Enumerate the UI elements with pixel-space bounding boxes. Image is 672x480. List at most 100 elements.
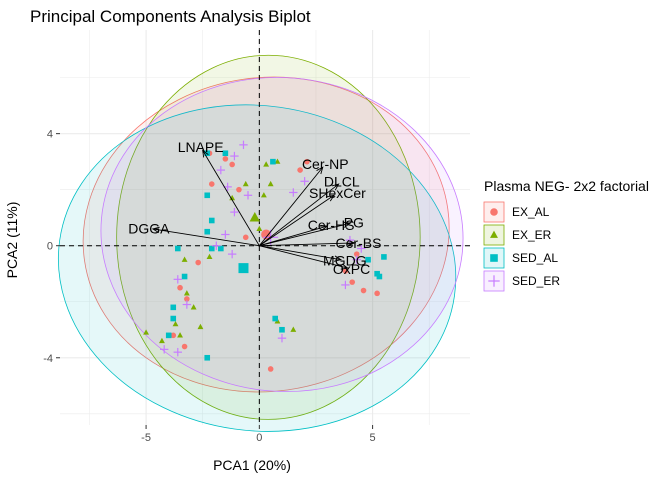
- data-point-sed-al: [165, 332, 172, 339]
- loading-arrowhead-lnape: [202, 149, 209, 158]
- legend-item-sed-al: SED_AL: [483, 247, 558, 269]
- confidence-ellipse-sed-al: [57, 104, 457, 432]
- loading-arrowhead-mgdg: [333, 255, 343, 262]
- x-axis-title: PCA1 (20%): [213, 457, 291, 473]
- data-point-sed-al: [272, 315, 278, 322]
- data-point-sed-al: [181, 273, 188, 280]
- loading-label-mgdg: MGDG: [323, 252, 367, 268]
- data-point-sed-er: [239, 140, 248, 150]
- centroid-sed-al: [238, 263, 249, 274]
- loading-label-shexcer: SHexCer: [309, 185, 366, 201]
- x-tick-label: 0: [256, 432, 262, 444]
- confidence-ellipse-sed-er: [100, 77, 464, 392]
- data-point-sed-al: [365, 256, 371, 263]
- loading-label-cer-np: Cer-NP: [302, 156, 349, 172]
- data-point-ex-al: [236, 186, 242, 193]
- data-point-sed-al: [279, 326, 285, 333]
- data-point-sed-er: [243, 191, 253, 200]
- data-point-sed-er: [159, 345, 169, 354]
- y-axis-title: PCA2 (11%): [4, 202, 20, 279]
- loading-arrow-oxpc: [259, 245, 348, 269]
- loading-arrowhead-shexcer: [327, 194, 336, 202]
- legend-item-ex-er: EX_ER: [483, 224, 552, 246]
- loading-arrow-pg: [259, 222, 351, 247]
- loading-arrow-cer-hs: [259, 225, 328, 247]
- loading-arrow-shexcer: [259, 194, 335, 247]
- data-point-ex-er: [183, 290, 190, 296]
- plot-panel: [60, 30, 470, 425]
- loading-label-cer-bs: Cer-BS: [336, 235, 382, 251]
- data-point-sed-al: [208, 245, 215, 252]
- loading-label-pg: PG: [344, 214, 364, 230]
- data-point-ex-er: [267, 180, 274, 187]
- data-point-ex-er: [274, 158, 281, 164]
- loading-arrowhead-dlcl: [331, 183, 340, 191]
- data-point-ex-er: [181, 256, 188, 262]
- loading-arrowhead-dgga: [151, 226, 160, 233]
- data-point-sed-al: [374, 270, 380, 277]
- legend-label-ex-er: EX_ER: [512, 228, 552, 242]
- data-point-sed-al: [174, 245, 181, 252]
- data-point-ex-al: [360, 287, 367, 294]
- data-point-ex-al: [304, 158, 310, 165]
- loading-label-cer-hs: Cer-HS: [308, 217, 355, 233]
- data-point-sed-er: [341, 280, 350, 290]
- data-point-ex-al: [170, 332, 177, 339]
- data-point-sed-al: [170, 304, 177, 311]
- data-point-ex-al: [177, 284, 183, 291]
- data-point-sed-er: [230, 207, 239, 217]
- loading-arrow-lnape: [202, 150, 260, 246]
- y-tick-label: 0: [47, 241, 53, 253]
- data-point-ex-al: [349, 279, 356, 285]
- legend-label-sed-er: SED_ER: [512, 274, 560, 288]
- data-point-ex-al: [342, 268, 349, 274]
- data-point-ex-al: [181, 343, 188, 350]
- data-point-ex-al: [208, 181, 215, 187]
- data-point-sed-er: [289, 188, 298, 197]
- loading-arrow-cer-np: [258, 166, 324, 246]
- legend-symbol-sed-er: [488, 275, 500, 287]
- legend-title: Plasma NEG- 2x2 factorial: [484, 178, 649, 194]
- data-point-sed-al: [208, 217, 215, 224]
- data-point-ex-er: [263, 161, 270, 167]
- data-point-sed-er: [227, 249, 237, 259]
- loading-arrowhead-oxpc: [340, 263, 349, 270]
- data-point-sed-er: [277, 333, 287, 343]
- data-point-ex-al: [267, 366, 274, 372]
- data-point-ex-al: [184, 296, 190, 302]
- data-point-ex-al: [195, 259, 201, 266]
- loading-arrowhead-cer-bs: [347, 239, 356, 247]
- centroid-ex-er: [249, 211, 261, 222]
- loading-arrowhead-cer-np: [316, 166, 324, 175]
- loading-arrowhead-pg: [342, 221, 352, 228]
- data-point-sed-er: [230, 151, 239, 161]
- y-tick-label: -4: [43, 353, 53, 365]
- data-point-ex-al: [297, 167, 303, 173]
- data-point-sed-al: [381, 254, 387, 260]
- data-point-sed-al: [376, 273, 383, 280]
- legend-label-sed-al: SED_AL: [512, 251, 558, 265]
- data-point-sed-al: [204, 192, 211, 199]
- data-point-sed-er: [182, 300, 192, 309]
- legend-symbol-ex-er: [490, 230, 498, 238]
- x-tick-label: 5: [370, 432, 376, 444]
- loading-arrowhead-cer-hs: [320, 224, 329, 231]
- data-point-sed-er: [221, 230, 230, 239]
- data-point-sed-al: [270, 158, 276, 165]
- axis-ticks: -5 0 5 -4 0 4: [43, 129, 375, 444]
- legend-symbol-ex-al: [490, 208, 498, 216]
- data-point-ex-er: [197, 323, 204, 330]
- loading-arrow-cer-bs: [259, 242, 355, 247]
- data-point-sed-al: [170, 315, 177, 322]
- data-point-sed-er: [357, 244, 366, 253]
- loading-label-dgga: DGGA: [128, 220, 170, 236]
- data-point-ex-er: [229, 194, 236, 201]
- chart-title: Principal Components Analysis Biplot: [30, 7, 311, 26]
- data-point-ex-er: [159, 337, 165, 344]
- data-point-ex-er: [242, 180, 249, 187]
- reference-lines: [60, 30, 470, 425]
- data-point-sed-al: [218, 245, 224, 252]
- data-point-ex-er: [256, 225, 263, 232]
